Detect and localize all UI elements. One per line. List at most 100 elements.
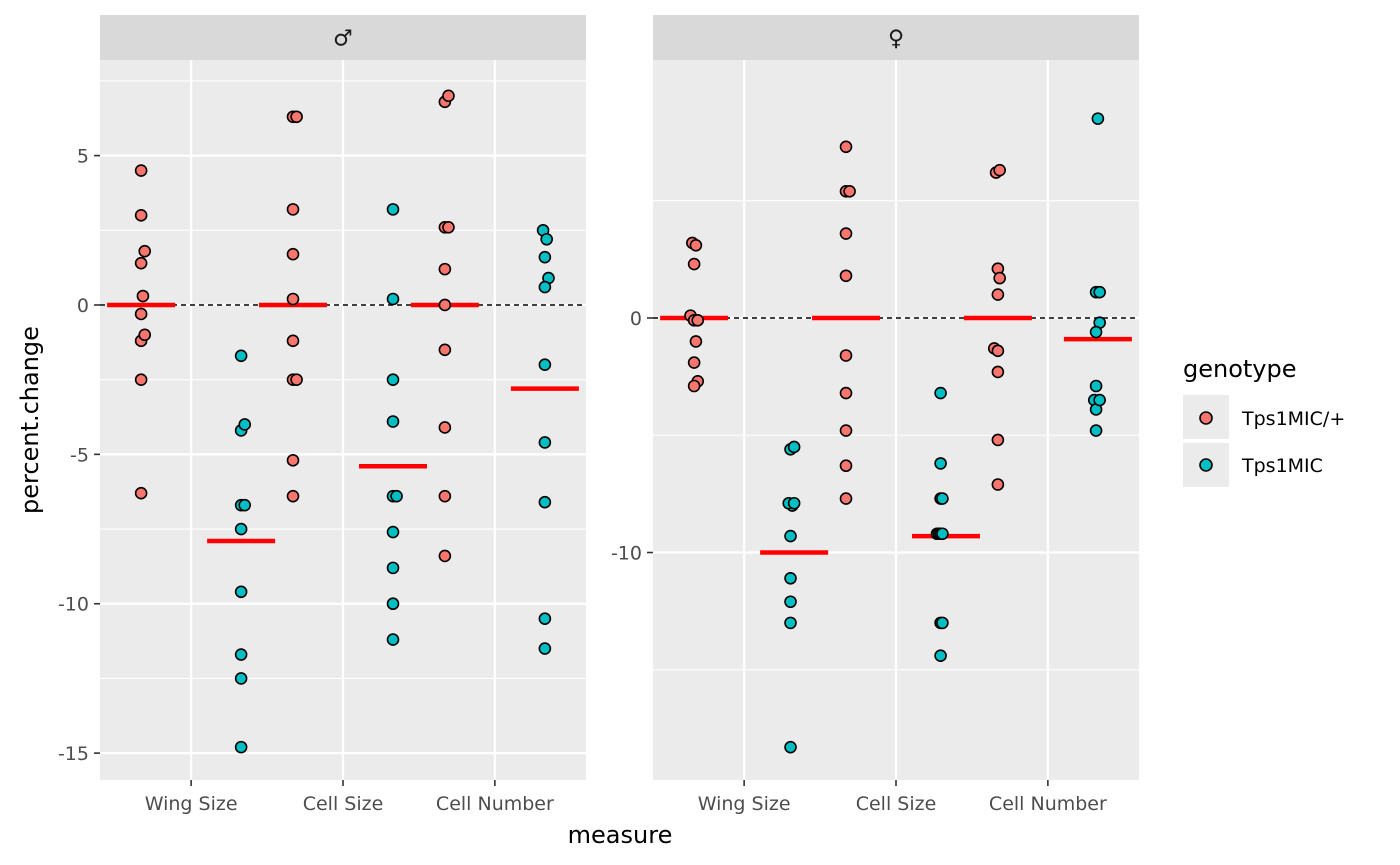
data-point [1089, 424, 1103, 437]
data-point [934, 649, 947, 663]
data-point [386, 561, 400, 575]
data-point [1089, 325, 1103, 339]
data-point [442, 89, 455, 103]
data-point [286, 292, 300, 306]
data-point [839, 349, 853, 362]
data-point [991, 478, 1005, 491]
data-point [784, 595, 797, 609]
data-point [234, 672, 248, 685]
strip-label: ♀ [888, 27, 904, 52]
legend: genotype Tps1MIC/+ Tps1MIC [1183, 355, 1345, 487]
y-tick-label: 0 [77, 295, 89, 317]
data-point [234, 349, 248, 363]
data-point [991, 433, 1005, 447]
data-point [234, 648, 248, 661]
data-point [936, 616, 949, 630]
data-point [1093, 285, 1106, 299]
data-point [438, 549, 452, 563]
strip-background [100, 15, 586, 60]
data-point [138, 328, 152, 342]
data-point [787, 440, 801, 454]
data-point [134, 307, 148, 321]
data-point [134, 256, 148, 270]
data-point [538, 358, 552, 372]
panel-1: ♂ 5 0 -5 -10 -15 Wing Size Cell Size Cell Number [58, 15, 586, 815]
data-point [386, 633, 400, 646]
x-tick-label: Wing Size [145, 793, 238, 815]
data-point [286, 489, 300, 503]
data-point [538, 280, 552, 294]
data-point [1089, 379, 1103, 393]
y-tick-label: -10 [611, 543, 642, 565]
y-axis-title: percent.change [16, 326, 44, 514]
data-point [784, 616, 797, 630]
data-point [286, 334, 300, 348]
data-point [936, 492, 949, 505]
data-point [438, 489, 452, 503]
legend-label-1: Tps1MIC/+ [1241, 408, 1345, 430]
data-point [689, 238, 703, 252]
data-point [691, 314, 705, 327]
y-tick-label: -10 [58, 594, 89, 616]
data-point [134, 373, 148, 386]
data-point [839, 492, 853, 505]
data-point [993, 163, 1006, 177]
data-point [290, 110, 303, 124]
data-point [936, 527, 949, 541]
data-point [386, 597, 400, 611]
y-tick-label: 0 [630, 308, 642, 330]
data-point [138, 244, 152, 258]
data-point [134, 486, 148, 500]
data-point [234, 740, 248, 754]
x-tick-label: Cell Size [303, 793, 384, 815]
legend-key-2 [1199, 458, 1213, 472]
data-point [843, 185, 856, 198]
panels-layer: ♂ 5 0 -5 -10 -15 Wing Size Cell Size Cell Number… [58, 15, 1139, 815]
data-point [991, 344, 1005, 358]
x-axis-title: measure [568, 821, 673, 849]
data-point [238, 498, 252, 512]
data-point [934, 386, 947, 400]
data-point [286, 454, 300, 467]
data-point [839, 424, 853, 437]
data-point [386, 525, 400, 539]
data-point [538, 642, 552, 655]
data-point [784, 529, 797, 543]
data-point [934, 457, 947, 470]
data-point [1093, 393, 1106, 407]
data-point [1091, 112, 1105, 125]
data-point [286, 247, 300, 261]
data-point [386, 415, 400, 428]
y-tick-label: -5 [70, 444, 89, 466]
data-point [784, 740, 797, 754]
data-point [438, 298, 452, 312]
data-point [386, 292, 400, 306]
data-point [784, 572, 797, 585]
data-point [538, 436, 552, 449]
strip-background [653, 15, 1139, 60]
data-point [538, 495, 552, 509]
data-point [290, 373, 303, 386]
data-point [286, 203, 300, 216]
legend-title: genotype [1183, 355, 1297, 383]
data-point [390, 489, 403, 503]
data-point [438, 262, 452, 276]
data-point [386, 373, 400, 386]
data-point [687, 356, 701, 369]
data-point [386, 203, 400, 216]
data-point [687, 379, 701, 393]
data-point [442, 221, 455, 234]
data-point [839, 140, 853, 154]
strip-label: ♂ [333, 27, 353, 52]
data-point [238, 418, 252, 431]
data-point [787, 496, 801, 510]
data-point [991, 365, 1005, 379]
data-point [687, 257, 701, 271]
legend-key-1 [1199, 411, 1213, 425]
x-tick-label: Cell Number [436, 793, 554, 815]
y-tick-label: -15 [58, 743, 89, 765]
x-tick-label: Cell Size [856, 793, 937, 815]
y-tick-label: 5 [77, 146, 89, 168]
data-point [991, 288, 1005, 301]
